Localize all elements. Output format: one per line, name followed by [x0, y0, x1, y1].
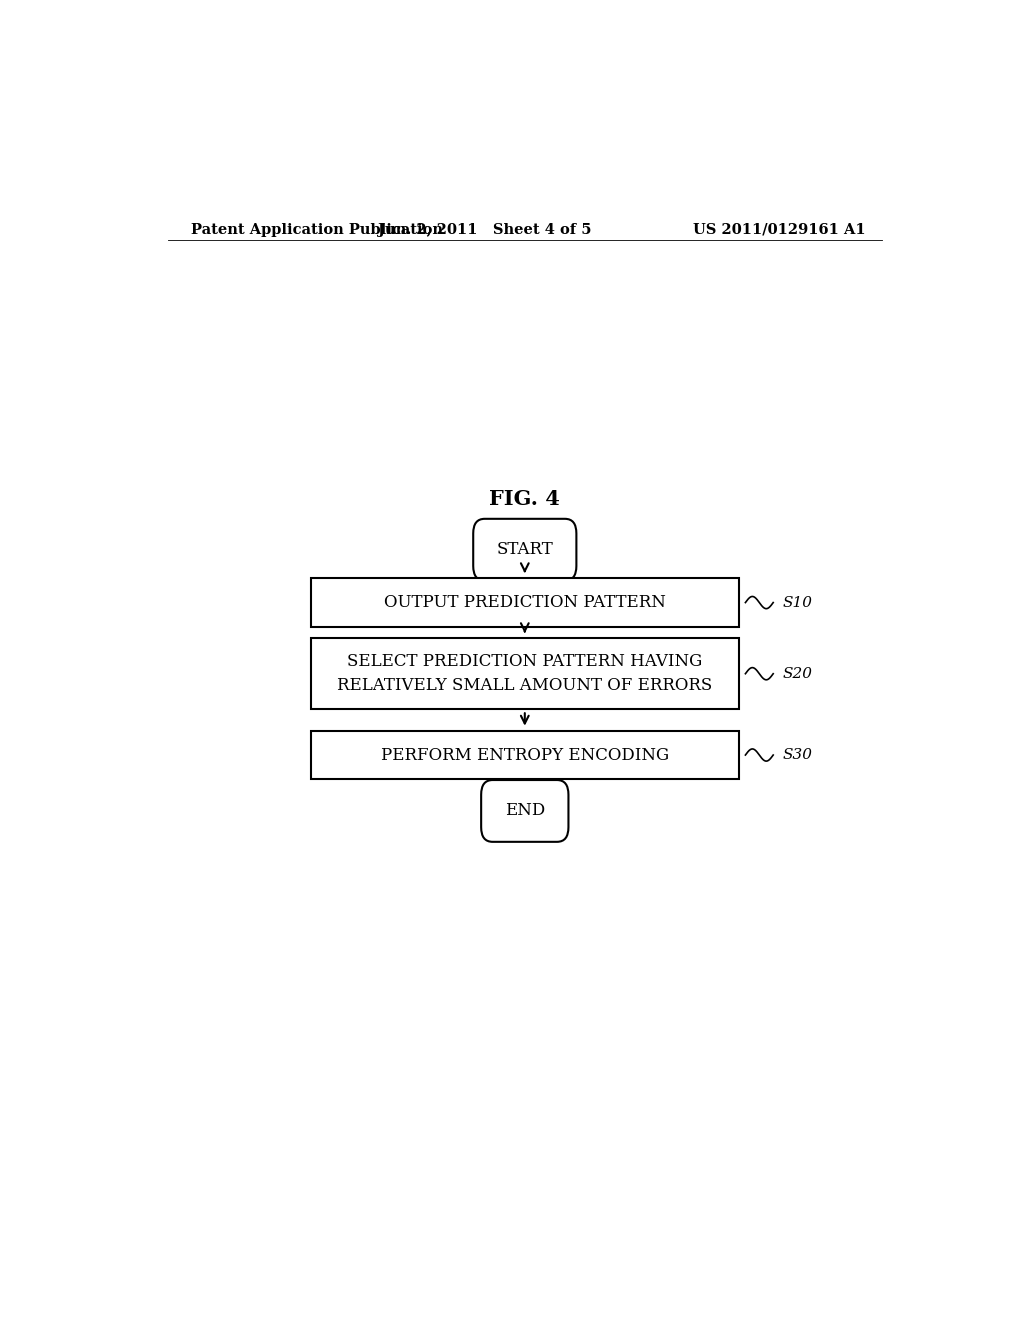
- Text: END: END: [505, 803, 545, 820]
- Text: US 2011/0129161 A1: US 2011/0129161 A1: [693, 223, 866, 236]
- Bar: [310, 638, 739, 709]
- Text: S20: S20: [782, 667, 813, 681]
- Bar: [310, 578, 739, 627]
- Text: PERFORM ENTROPY ENCODING: PERFORM ENTROPY ENCODING: [381, 747, 669, 763]
- Text: S30: S30: [782, 748, 813, 762]
- FancyBboxPatch shape: [481, 780, 568, 842]
- Text: SELECT PREDICTION PATTERN HAVING
RELATIVELY SMALL AMOUNT OF ERRORS: SELECT PREDICTION PATTERN HAVING RELATIV…: [337, 653, 713, 694]
- Text: FIG. 4: FIG. 4: [489, 488, 560, 510]
- Text: OUTPUT PREDICTION PATTERN: OUTPUT PREDICTION PATTERN: [384, 594, 666, 611]
- Bar: [310, 731, 739, 779]
- Text: Jun. 2, 2011   Sheet 4 of 5: Jun. 2, 2011 Sheet 4 of 5: [379, 223, 592, 236]
- Text: Patent Application Publication: Patent Application Publication: [191, 223, 443, 236]
- Text: START: START: [497, 541, 553, 558]
- FancyBboxPatch shape: [473, 519, 577, 581]
- Text: S10: S10: [782, 595, 813, 610]
